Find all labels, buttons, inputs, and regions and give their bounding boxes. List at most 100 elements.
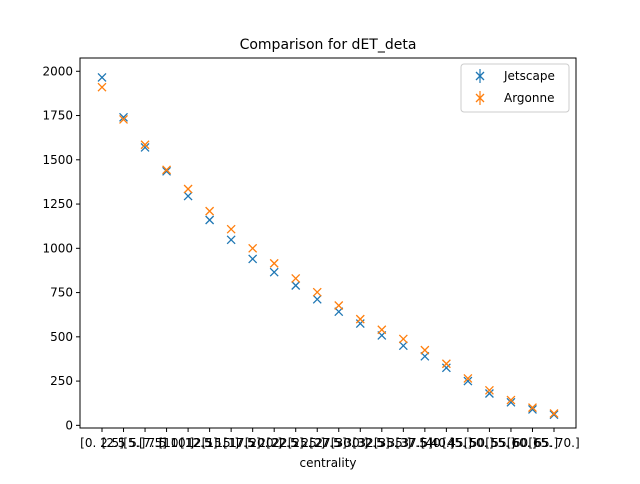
marker-stroke [119, 112, 128, 122]
data-point [269, 267, 279, 277]
x-tick-label: [45. 50.] [442, 436, 493, 450]
marker-stroke [441, 363, 451, 373]
marker-stroke [162, 165, 172, 175]
marker-stroke [506, 397, 516, 407]
data-point [97, 73, 107, 82]
marker-stroke [528, 403, 537, 413]
x-tick-label: [10. 12.5] [159, 436, 218, 450]
plot-frame [79, 57, 577, 429]
legend-label: Jetscape [503, 69, 555, 83]
x-tick-label: [0. 2.5] [80, 436, 124, 450]
data-point [226, 224, 236, 234]
data-point [183, 184, 193, 194]
data-point [484, 389, 494, 398]
x-axis: [0. 2.5][2.5 5.][5. 7.5][ 7.5 10.][10. 1… [80, 428, 580, 450]
marker-stroke [162, 166, 172, 176]
data-point [269, 258, 279, 268]
x-tick-label: [17.5 20.] [223, 436, 282, 450]
data-point [398, 334, 408, 344]
data-point [119, 114, 128, 124]
data-point [506, 395, 516, 405]
x-axis-label: centrality [299, 456, 356, 470]
marker-stroke [291, 273, 301, 283]
x-tick-label: [5. 7.5] [123, 436, 167, 450]
y-axis: 0 250 500 750 1000 1250 1500 1750 2000 [42, 64, 80, 432]
x-tick-label: [65. 70.] [528, 436, 579, 450]
y-tick-label: 750 [50, 286, 73, 300]
marker-stroke [291, 281, 301, 290]
y-tick-label: 500 [50, 330, 73, 344]
marker-stroke [248, 243, 258, 253]
data-point [312, 294, 322, 304]
marker-stroke [119, 114, 128, 124]
marker-stroke [377, 325, 387, 335]
y-tick-label: 1500 [42, 153, 73, 167]
data-point [549, 409, 559, 418]
data-point [506, 397, 516, 407]
data-point [140, 140, 150, 150]
x-tick-label: [27.5 30.] [309, 436, 368, 450]
x-tick-label: [60. 65.] [507, 436, 558, 450]
marker-stroke [484, 385, 494, 395]
x-tick-label: [20. 22.5] [245, 436, 304, 450]
series-jetscape [97, 73, 559, 420]
data-point [398, 341, 408, 351]
x-tick-label: [15. 17.5] [202, 436, 261, 450]
x-tick-label: [55. 60.] [485, 436, 536, 450]
data-marks [97, 73, 559, 420]
marker-stroke [140, 140, 150, 150]
x-tick-label: [ 7.5 10.] [139, 436, 194, 450]
data-point [248, 243, 258, 253]
marker-stroke [269, 267, 279, 277]
marker-stroke [475, 93, 485, 103]
data-point [549, 410, 559, 420]
legend: Jetscape Argonne [460, 63, 570, 113]
x-tick-label: [25. 27.5] [288, 436, 347, 450]
data-point [291, 273, 301, 283]
x-tick-label: [35. 37.5] [374, 436, 433, 450]
marker-stroke [528, 404, 537, 414]
data-point [528, 403, 537, 413]
marker-stroke [398, 334, 408, 344]
data-point [97, 82, 107, 92]
y-tick-label: 0 [65, 418, 73, 432]
x-tick-label: [12.5 15.] [180, 436, 239, 450]
marker-stroke [226, 224, 236, 234]
data-point [162, 165, 172, 175]
marker-stroke [334, 301, 344, 310]
marker-stroke [226, 235, 236, 245]
chart-title: Comparison for dET_deta [240, 37, 417, 53]
y-tick-label: 2000 [42, 64, 73, 78]
legend-marker [475, 93, 485, 103]
legend-marker [475, 71, 485, 81]
marker-stroke [97, 82, 107, 92]
legend-label: Argonne [504, 91, 554, 105]
marker-stroke [441, 359, 451, 369]
marker-stroke [269, 258, 279, 268]
marker-stroke [398, 341, 408, 351]
y-tick-label: 250 [50, 374, 73, 388]
data-point [312, 287, 322, 297]
data-point [334, 301, 344, 310]
x-tick-label: [2.5 5.] [102, 436, 146, 450]
marker-stroke [475, 71, 485, 81]
x-tick-label: [40. 45.] [421, 436, 472, 450]
y-tick-label: 1750 [42, 109, 73, 123]
x-tick-label: [37.5 40.] [395, 436, 454, 450]
marker-stroke [183, 191, 193, 201]
data-point [183, 191, 193, 201]
series-argonne [97, 82, 559, 418]
marker-stroke [355, 314, 365, 324]
data-point [291, 281, 301, 290]
marker-stroke [312, 287, 322, 297]
y-tick-label: 1250 [42, 197, 73, 211]
data-point [463, 373, 473, 383]
marker-stroke [484, 389, 494, 398]
data-point [119, 112, 128, 122]
data-point [377, 325, 387, 335]
data-point [355, 314, 365, 324]
data-point [441, 359, 451, 369]
y-tick-label: 1000 [42, 241, 73, 255]
data-point [420, 345, 430, 355]
